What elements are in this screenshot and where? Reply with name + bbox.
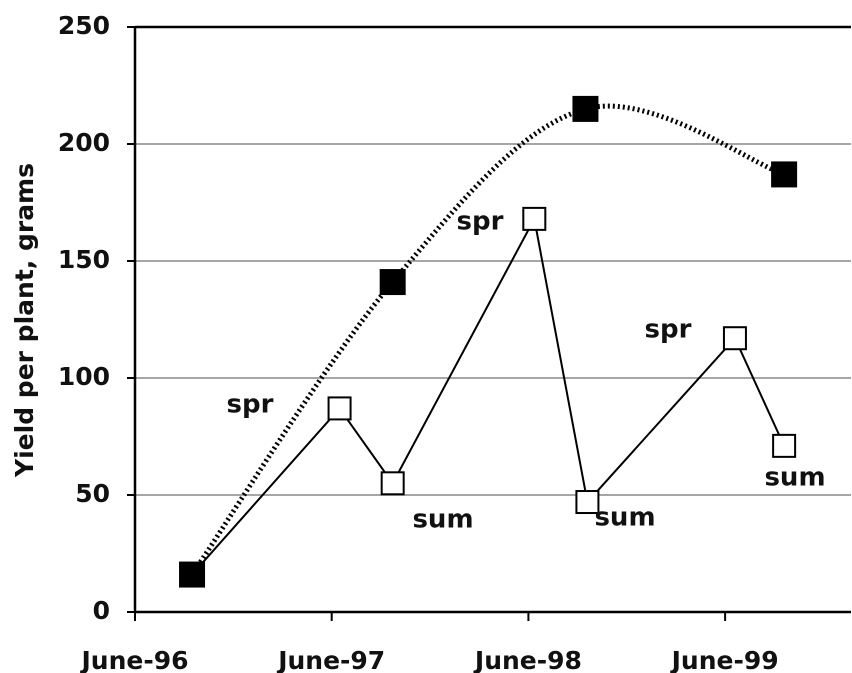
y-tick-label: 0 bbox=[93, 596, 110, 625]
series-line bbox=[191, 215, 786, 576]
series-line bbox=[189, 103, 785, 576]
x-tick-label: June-97 bbox=[276, 646, 385, 673]
y-tick-label: 100 bbox=[58, 362, 110, 391]
marker bbox=[772, 433, 797, 458]
marker bbox=[572, 95, 599, 122]
y-tick-label: 150 bbox=[58, 245, 110, 274]
y-tick-label: 200 bbox=[58, 128, 110, 157]
y-tick-label: 50 bbox=[75, 479, 110, 508]
marker bbox=[575, 490, 600, 515]
annotation: spr bbox=[645, 315, 692, 345]
annotation: spr bbox=[457, 207, 504, 237]
annotation: sum bbox=[412, 505, 473, 535]
marker bbox=[327, 396, 352, 421]
y-axis-label: Yield per plant, grams bbox=[10, 163, 39, 478]
y-tick-label: 250 bbox=[58, 11, 110, 40]
x-tick-label: June-99 bbox=[670, 646, 779, 673]
annotation: sum bbox=[594, 503, 655, 533]
annotation: spr bbox=[227, 390, 274, 420]
marker bbox=[380, 471, 405, 496]
marker bbox=[722, 326, 747, 351]
marker bbox=[179, 561, 206, 588]
marker bbox=[522, 206, 547, 231]
marker bbox=[771, 161, 798, 188]
annotation: sum bbox=[764, 463, 825, 493]
marker bbox=[379, 269, 406, 296]
x-tick-label: June-98 bbox=[473, 646, 582, 673]
x-tick-label: June-96 bbox=[79, 646, 188, 673]
